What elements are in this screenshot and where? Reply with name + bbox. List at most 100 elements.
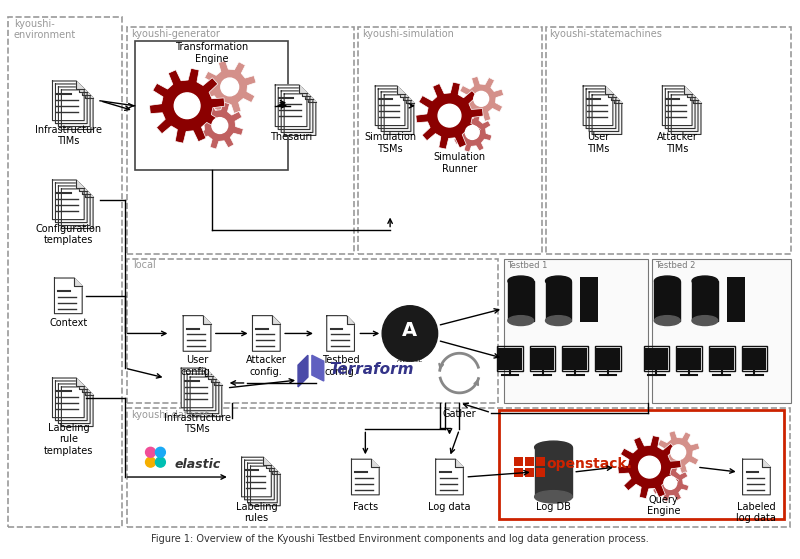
Polygon shape [416,82,483,149]
Polygon shape [284,94,316,135]
Bar [742,347,767,371]
Text: Log data: Log data [428,502,470,512]
Text: Testbed 1: Testbed 1 [507,261,547,270]
Circle shape [212,117,228,134]
Bar [536,457,545,466]
Polygon shape [74,278,82,286]
Bar [562,347,588,371]
Circle shape [146,447,155,457]
Polygon shape [657,431,700,474]
Ellipse shape [534,491,572,503]
Bar [8,17,122,527]
Polygon shape [403,92,411,100]
Bar [654,281,680,321]
Polygon shape [190,377,222,416]
Polygon shape [54,278,82,314]
Polygon shape [684,86,692,94]
Polygon shape [346,316,354,324]
Bar [514,468,522,477]
Text: User
config.: User config. [181,355,214,377]
Polygon shape [278,88,310,130]
Polygon shape [270,463,278,471]
Polygon shape [687,89,695,97]
Circle shape [664,476,677,489]
Bar [525,457,534,466]
Text: kyoushi-
environment: kyoushi- environment [14,18,76,40]
Bar [596,348,620,370]
Bar [692,281,718,321]
Ellipse shape [546,316,571,325]
Bar [126,408,790,527]
Bar [563,348,587,370]
Text: kyoushi-simulation: kyoushi-simulation [362,29,454,39]
Text: Configuration
templates: Configuration templates [35,224,102,245]
Bar [497,347,522,371]
Polygon shape [690,92,698,100]
Bar [504,259,647,403]
Circle shape [155,447,166,457]
Text: Simulation
Runner: Simulation Runner [434,152,486,174]
Polygon shape [82,186,90,194]
Polygon shape [82,87,90,95]
Polygon shape [196,102,243,149]
Polygon shape [611,92,619,100]
Circle shape [146,457,155,467]
Polygon shape [605,86,613,94]
Text: User
TIMs: User TIMs [587,132,609,154]
Bar [499,410,784,519]
Polygon shape [455,459,463,467]
Circle shape [382,306,438,361]
Polygon shape [58,186,90,225]
Text: Attacker
TIMs: Attacker TIMs [657,132,698,154]
Bar [710,348,734,370]
Bar [726,277,745,321]
Bar [508,281,534,321]
Polygon shape [436,459,463,495]
Polygon shape [79,183,87,191]
Text: Query
Engine: Query Engine [646,495,680,517]
Text: Simulation
TSMs: Simulation TSMs [364,132,416,154]
Polygon shape [272,466,280,474]
Text: elastic: elastic [174,458,221,471]
Polygon shape [79,84,87,92]
Polygon shape [397,86,405,94]
Polygon shape [55,381,87,420]
Polygon shape [662,86,692,126]
Text: Log DB: Log DB [536,502,571,512]
Text: Terraform: Terraform [330,362,414,377]
Circle shape [474,91,489,106]
Bar [530,347,555,371]
Bar [358,26,542,254]
Text: Figure 1: Overview of the Kyoushi Testbed Environment components and log data ge: Figure 1: Overview of the Kyoushi Testbe… [151,534,649,544]
Ellipse shape [654,316,680,325]
Polygon shape [53,378,84,418]
Bar [595,347,621,371]
Text: Facts: Facts [353,502,378,512]
Polygon shape [76,378,84,386]
Bar [530,348,554,370]
Polygon shape [371,459,379,467]
Bar [126,259,498,403]
Ellipse shape [534,441,572,453]
Bar [134,41,288,170]
Polygon shape [693,95,701,103]
Polygon shape [312,355,324,381]
Polygon shape [247,463,278,503]
Polygon shape [272,316,280,324]
Polygon shape [400,89,408,97]
Polygon shape [62,387,93,427]
Text: kyoushi-dataset: kyoushi-dataset [130,410,209,420]
Polygon shape [384,95,414,135]
Polygon shape [666,89,695,129]
Polygon shape [242,457,271,497]
Bar [126,26,354,254]
Polygon shape [85,387,93,395]
Text: Thesauri: Thesauri [270,132,312,143]
Polygon shape [671,95,701,135]
Bar [742,348,766,370]
Circle shape [670,445,686,459]
Polygon shape [608,89,616,97]
Bar [498,348,522,370]
Polygon shape [281,91,313,132]
Polygon shape [589,92,619,131]
